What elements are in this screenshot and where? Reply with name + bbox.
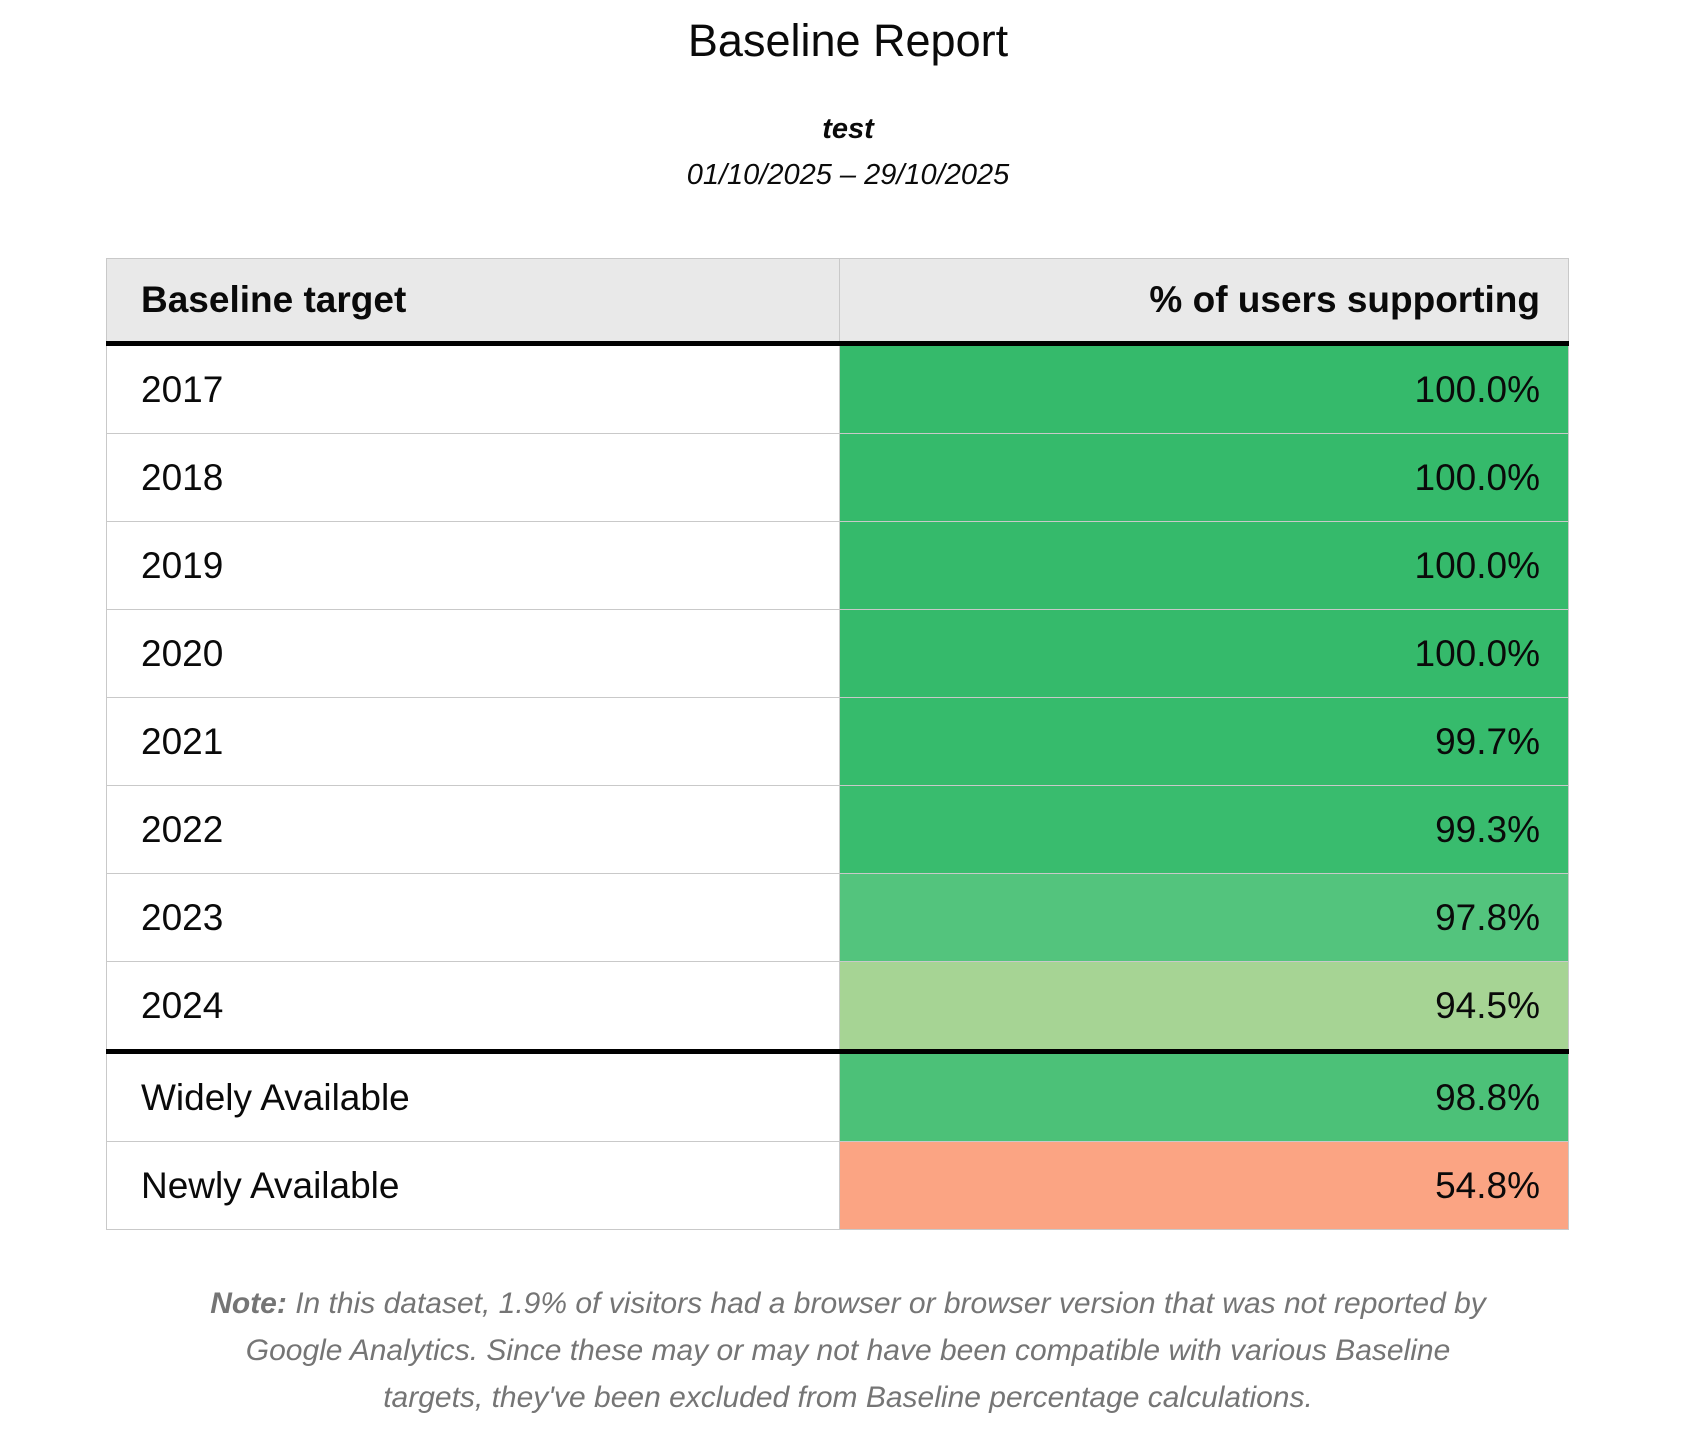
report-date-range: 01/10/2025 – 29/10/2025	[686, 159, 1010, 191]
note-text: In this dataset, 1.9% of visitors had a …	[245, 1287, 1486, 1414]
table-row-newly-available: Newly Available 54.8%	[106, 1141, 1569, 1230]
baseline-table: Baseline target % of users supporting 20…	[106, 258, 1569, 1230]
table-header: Baseline target % of users supporting	[106, 258, 1569, 346]
percent-value: 99.7%	[839, 697, 1569, 786]
column-header-percent-supporting: % of users supporting	[839, 258, 1569, 346]
table-row-2024: 2024 94.5%	[106, 961, 1569, 1052]
target-label: Widely Available	[106, 1049, 840, 1142]
table-row-2022: 2022 99.3%	[106, 785, 1569, 874]
percent-value: 100.0%	[839, 433, 1569, 522]
percent-value: 54.8%	[839, 1141, 1569, 1230]
table-row-widely-available: Widely Available 98.8%	[106, 1049, 1569, 1142]
target-label: Newly Available	[106, 1141, 840, 1230]
table-body: 2017 100.0% 2018 100.0% 2019 100.0% 2020…	[106, 343, 1569, 1230]
table-row-2018: 2018 100.0%	[106, 433, 1569, 522]
percent-value: 100.0%	[839, 343, 1569, 434]
table-row-2023: 2023 97.8%	[106, 873, 1569, 962]
target-label: 2023	[106, 873, 840, 962]
column-header-baseline-target: Baseline target	[106, 258, 840, 346]
note-label: Note:	[210, 1287, 287, 1320]
table-row-2019: 2019 100.0%	[106, 521, 1569, 610]
table-row-2021: 2021 99.7%	[106, 697, 1569, 786]
percent-value: 99.3%	[839, 785, 1569, 874]
table-row-2017: 2017 100.0%	[106, 343, 1569, 434]
percent-value: 98.8%	[839, 1049, 1569, 1142]
target-label: 2021	[106, 697, 840, 786]
target-label: 2020	[106, 609, 840, 698]
table-header-row: Baseline target % of users supporting	[106, 258, 1569, 346]
target-label: 2017	[106, 343, 840, 434]
report-note: Note: In this dataset, 1.9% of visitors …	[203, 1280, 1493, 1421]
target-label: 2018	[106, 433, 840, 522]
table-row-2020: 2020 100.0%	[106, 609, 1569, 698]
percent-value: 100.0%	[839, 609, 1569, 698]
percent-value: 97.8%	[839, 873, 1569, 962]
report-subtitle: test	[822, 113, 874, 145]
page-title: Baseline Report	[687, 15, 1009, 66]
percent-value: 94.5%	[839, 961, 1569, 1052]
target-label: 2019	[106, 521, 840, 610]
percent-value: 100.0%	[839, 521, 1569, 610]
target-label: 2022	[106, 785, 840, 874]
target-label: 2024	[106, 961, 840, 1052]
